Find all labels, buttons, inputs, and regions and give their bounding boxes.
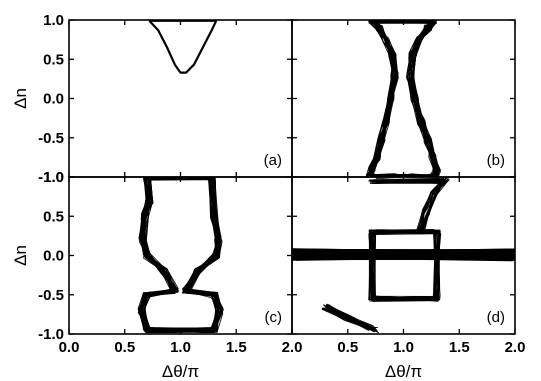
x-tick-label: 2.0 — [505, 339, 526, 356]
trajectory-line — [368, 229, 440, 301]
panel-content-3 — [292, 177, 515, 334]
panel-1 — [291, 19, 516, 178]
trajectory-line — [326, 303, 377, 331]
y-tick-label: -0.5 — [38, 287, 64, 304]
y-tick-label: 1.0 — [43, 12, 64, 29]
trajectory-line — [423, 177, 443, 235]
trajectory-line — [370, 230, 439, 301]
trajectory-line — [368, 229, 441, 301]
trajectory-line — [148, 20, 218, 74]
panel-frame — [68, 19, 293, 178]
x-tick-label: 2.0 — [282, 339, 303, 356]
trajectory-line — [368, 229, 436, 302]
trajectory-line — [140, 177, 220, 332]
panel-content-1 — [365, 20, 441, 177]
trajectory-line — [368, 229, 441, 301]
trajectory-line — [368, 20, 435, 177]
trajectory-line — [371, 20, 440, 177]
x-tick-label: 1.0 — [170, 339, 191, 356]
trajectory-line — [142, 177, 221, 331]
y-tick-label: -1.0 — [38, 169, 64, 186]
panel-0 — [68, 19, 293, 178]
panel-2 — [68, 176, 293, 335]
trajectory-line — [371, 229, 439, 302]
trajectory-line — [368, 230, 435, 301]
x-axis-label: Δθ/π — [162, 362, 199, 381]
y-axis-label: Δn — [11, 88, 30, 109]
trajectory-line — [373, 177, 442, 181]
y-tick-label: 0.0 — [43, 91, 64, 108]
panel-tag: (c) — [265, 309, 283, 326]
panel-content-2 — [137, 177, 224, 334]
trajectory-line — [368, 232, 440, 301]
y-axis-label: Δn — [11, 245, 30, 266]
trajectory-line — [370, 231, 441, 302]
trajectory-line — [368, 229, 441, 301]
y-tick-label: -0.5 — [38, 130, 64, 147]
trajectory-line — [372, 229, 442, 302]
trajectory-line — [368, 230, 436, 301]
trajectory-line — [368, 229, 439, 302]
trajectory-line — [323, 307, 379, 328]
x-tick-label: 0.5 — [114, 339, 135, 356]
trajectory-line — [369, 229, 437, 301]
trajectory-line — [369, 20, 436, 177]
trajectory-line — [322, 307, 375, 333]
x-tick-label: 1.5 — [449, 339, 470, 356]
trajectory-line — [370, 230, 438, 300]
trajectory-line — [368, 20, 438, 177]
trajectory-line — [295, 253, 515, 257]
y-tick-label: -1.0 — [38, 326, 64, 343]
x-axis-label: Δθ/π — [385, 362, 422, 381]
y-tick-label: 1.0 — [43, 169, 64, 186]
panel-frame — [68, 176, 293, 335]
trajectory-line — [373, 230, 439, 299]
trajectory-line — [369, 233, 438, 297]
trajectory-line — [140, 177, 222, 333]
trajectory-line — [142, 177, 220, 332]
trajectory-line — [370, 231, 440, 301]
trajectory-line — [141, 177, 222, 333]
trajectory-line — [369, 179, 443, 184]
x-tick-label: 1.0 — [393, 339, 414, 356]
panel-frame — [291, 19, 516, 178]
trajectory-line — [369, 229, 441, 299]
panel-content-0 — [148, 20, 218, 74]
trajectory-line — [141, 177, 221, 333]
chart-labels: -1.0 -0.5 0.0 0.5 1.0 Δn (a) (b) -1.0 -0.5 0.0 0.5 1… — [11, 12, 525, 381]
trajectory-line — [418, 177, 445, 232]
trajectory-line — [368, 231, 440, 299]
y-tick-label: 0.5 — [43, 208, 64, 225]
trajectory-line — [422, 180, 449, 231]
x-tick-label: 0.5 — [337, 339, 358, 356]
panel-tag: (a) — [264, 152, 282, 169]
trajectory-line — [368, 230, 440, 302]
trajectory-line — [369, 229, 440, 301]
y-tick-label: 0.0 — [43, 248, 64, 265]
x-tick-label: 1.5 — [226, 339, 247, 356]
trajectory-line — [422, 178, 445, 232]
chart-marks — [68, 19, 516, 335]
trajectory-line — [369, 229, 436, 300]
trajectory-line — [326, 304, 373, 331]
trajectory-line — [374, 181, 442, 184]
panel-3 — [291, 176, 516, 335]
trajectory-line — [137, 177, 220, 329]
trajectory-line — [371, 229, 439, 302]
x-tick-label: 0.0 — [59, 339, 80, 356]
y-tick-label: 0.5 — [43, 51, 64, 68]
panel-tag: (b) — [487, 152, 505, 169]
trajectory-line — [370, 230, 440, 300]
trajectory-line — [292, 248, 515, 253]
panel-tag: (d) — [487, 309, 505, 326]
trajectory-line — [371, 229, 436, 299]
